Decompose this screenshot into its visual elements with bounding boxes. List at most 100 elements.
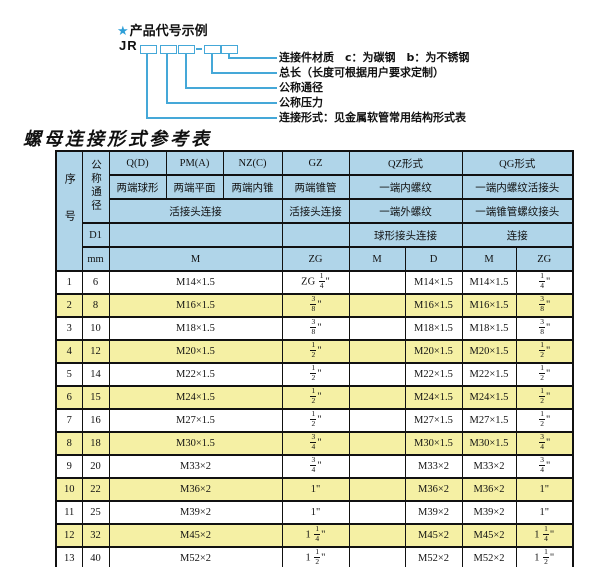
table-row: 12 32 M45×2 1 1 4 " M45×2 M45×2 1 1 4 ": [55, 523, 574, 548]
connector-line: [211, 72, 277, 74]
cell-qg_m: M27×1.5: [461, 408, 517, 433]
cell-qg_m: M45×2: [461, 523, 517, 548]
cell-qz_d: M27×1.5: [404, 408, 463, 433]
cell-qz_d: M45×2: [404, 523, 463, 548]
header-qpmnz-join: 活接头连接: [108, 198, 283, 224]
cell-qz_m: [348, 454, 406, 479]
cell-qg_m: M18×1.5: [461, 316, 517, 341]
cell-qz_d: M24×1.5: [404, 385, 463, 410]
cell-dn: 16: [81, 408, 110, 433]
star-icon: ★: [117, 24, 129, 39]
cell-qz_d: M36×2: [404, 477, 463, 502]
cell-gz: 3 8 ": [281, 293, 350, 318]
cell-qz_d: M22×1.5: [404, 362, 463, 387]
header-gz-sub: 两端锥管: [281, 174, 350, 200]
table-row: 6 15 M24×1.5 1 2 " M24×1.5 M24×1.5 1 2 ": [55, 385, 574, 410]
cell-qz_d: M39×2: [404, 500, 463, 525]
cell-qg_zg: 3 8 ": [515, 316, 574, 341]
cell-m: M30×1.5: [108, 431, 283, 456]
cell-qz_d: M14×1.5: [404, 270, 463, 295]
header-empty-gz: [281, 222, 350, 248]
table-row: 9 20 M33×2 3 4 " M33×2 M33×2 3 4 ": [55, 454, 574, 479]
cell-m: M52×2: [108, 546, 283, 567]
product-code-heading: ★产品代号示例: [117, 20, 208, 39]
header-qz-sub1: 一端内螺纹: [348, 174, 463, 200]
cell-qg_zg: 1 1 2 ": [515, 546, 574, 567]
cell-m: M22×1.5: [108, 362, 283, 387]
cell-m: M36×2: [108, 477, 283, 502]
cell-dn: 14: [81, 362, 110, 387]
cell-m: M27×1.5: [108, 408, 283, 433]
label-total-length: 总长（长度可根据用户要求定制）: [279, 66, 444, 79]
header-col-q: Q(D): [108, 150, 167, 176]
cell-qz_m: [348, 546, 406, 567]
cell-qz_m: [348, 431, 406, 456]
cell-no: 7: [55, 408, 83, 433]
cell-m: M14×1.5: [108, 270, 283, 295]
header-qg-join: 连接: [461, 222, 574, 248]
cell-qg_zg: 1 2 ": [515, 339, 574, 364]
cell-qz_m: [348, 500, 406, 525]
cell-dn: 32: [81, 523, 110, 548]
cell-dn: 18: [81, 431, 110, 456]
cell-dn: 6: [81, 270, 110, 295]
header-d1: D1: [81, 222, 110, 248]
cell-no: 2: [55, 293, 83, 318]
header-qz-join: 球形接头连接: [348, 222, 463, 248]
cell-qg_zg: 1": [515, 477, 574, 502]
cell-qz_m: [348, 270, 406, 295]
cell-qg_zg: 1 1 4 ": [515, 523, 574, 548]
header-mm: mm: [81, 246, 110, 272]
cell-gz: 1": [281, 500, 350, 525]
cell-no: 5: [55, 362, 83, 387]
code-box-4: [204, 45, 221, 54]
connector-line: [185, 87, 277, 89]
cell-no: 10: [55, 477, 83, 502]
cell-qz_m: [348, 362, 406, 387]
cell-qg_zg: 3 8 ": [515, 293, 574, 318]
connector-line: [211, 53, 213, 73]
cell-qz_d: M52×2: [404, 546, 463, 567]
connector-line: [166, 53, 168, 103]
cell-gz: 3 4 ": [281, 454, 350, 479]
cell-dn: 22: [81, 477, 110, 502]
cell-qz_m: [348, 477, 406, 502]
cell-no: 3: [55, 316, 83, 341]
cell-qz_d: M33×2: [404, 454, 463, 479]
table-row: 8 18 M30×1.5 3 4 " M30×1.5 M30×1.5 3 4 ": [55, 431, 574, 456]
table-row: 7 16 M27×1.5 1 2 " M27×1.5 M27×1.5 1 2 ": [55, 408, 574, 433]
cell-qg_m: M39×2: [461, 500, 517, 525]
cell-qg_zg: 1": [515, 500, 574, 525]
header-qg-zg: ZG: [515, 246, 574, 272]
cell-qg_zg: 1 2 ": [515, 385, 574, 410]
cell-gz: ZG 1 4 ": [281, 270, 350, 295]
cell-no: 12: [55, 523, 83, 548]
header-col-qg: QG形式: [461, 150, 574, 176]
header-qz-sub2: 一端外螺纹: [348, 198, 463, 224]
cell-qz_m: [348, 293, 406, 318]
connector-line: [228, 53, 230, 58]
header-pm-sub: 两端平面: [165, 174, 224, 200]
code-box-5: [221, 45, 238, 54]
cell-qg_m: M22×1.5: [461, 362, 517, 387]
header-m-label: M: [108, 246, 283, 272]
cell-qz_d: M30×1.5: [404, 431, 463, 456]
cell-m: M33×2: [108, 454, 283, 479]
cell-qg_m: M14×1.5: [461, 270, 517, 295]
cell-qg_zg: 1 2 ": [515, 408, 574, 433]
table-title: 螺母连接形式参考表: [23, 129, 212, 149]
cell-m: M18×1.5: [108, 316, 283, 341]
cell-qg_zg: 1 2 ": [515, 362, 574, 387]
cell-no: 9: [55, 454, 83, 479]
header-qz-d: D: [404, 246, 463, 272]
cell-gz: 1 1 2 ": [281, 546, 350, 567]
label-connection-form: 连接形式：见金属软管常用结构形式表: [279, 111, 466, 124]
header-empty-qpmnz: [108, 222, 283, 248]
cell-m: M24×1.5: [108, 385, 283, 410]
cell-no: 1: [55, 270, 83, 295]
table-header: 序号 公称通径 Q(D) PM(A) NZ(C) GZ QZ形式 QG形式 两端…: [55, 150, 574, 272]
cell-no: 6: [55, 385, 83, 410]
table-row: 4 12 M20×1.5 1 2 " M20×1.5 M20×1.5 1 2 ": [55, 339, 574, 364]
header-nominal-diameter: 公称通径: [81, 150, 110, 224]
